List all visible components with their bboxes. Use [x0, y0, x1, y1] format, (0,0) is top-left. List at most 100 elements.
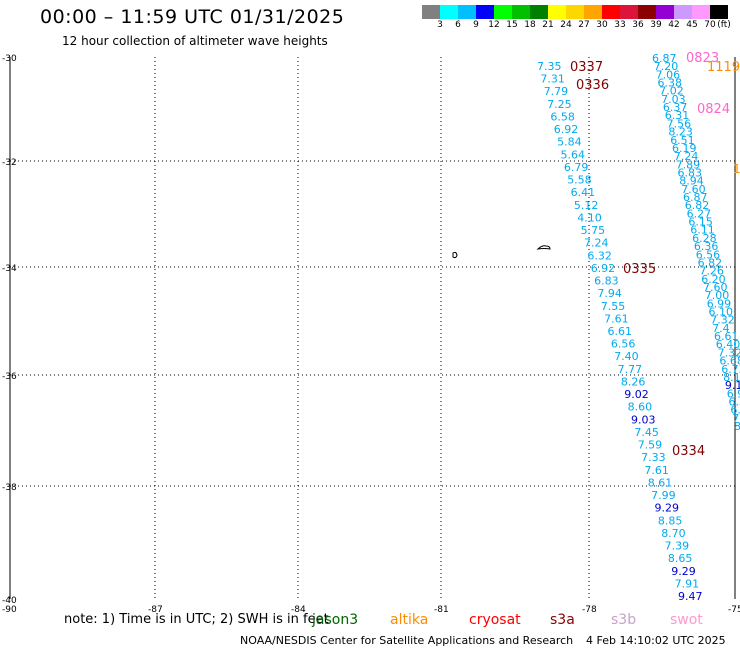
color-scale-labels: 3 6 9 12 15 18 21 24 27 30 33 36 39 42 45 70 (ft) [422, 20, 740, 34]
swh-value: 5.75 [581, 224, 606, 237]
lat-label: -40 [2, 596, 17, 606]
swh-value: 6.82 [685, 199, 710, 212]
scale-tick-label: 12 [488, 20, 500, 30]
scale-swatch [476, 5, 494, 19]
swh-value: 7.99 [651, 489, 676, 502]
swh-value: 8.85 [658, 514, 683, 527]
swh-value: 7.33 [641, 451, 666, 464]
swh-value: 7.40 [614, 350, 639, 363]
swh-value: 6.9 [727, 387, 740, 400]
scale-swatch [548, 5, 566, 19]
legend-s3a: s3a [550, 612, 575, 628]
swh-value: 6.28 [692, 232, 717, 245]
swh-value: 6.37 [663, 101, 688, 114]
swh-value: 6.92 [554, 123, 579, 136]
scale-tick-label: 36 [632, 20, 644, 30]
swh-value: 4.10 [577, 211, 602, 224]
scale-swatch [674, 5, 692, 19]
swh-value: 8.65 [668, 552, 693, 565]
swh-value: 6.56 [611, 338, 636, 351]
lat-label: -30 [2, 54, 17, 64]
swh-value: 6.79 [564, 161, 589, 174]
swh-value: 6.99 [707, 297, 732, 310]
swh-value: 6.41 [571, 186, 596, 199]
lat-label: -32 [2, 158, 17, 168]
swh-value: 6.82 [698, 256, 723, 269]
scale-swatch [494, 5, 512, 19]
lon-label: -81 [434, 605, 449, 615]
pass-time-label: 0824 [697, 102, 730, 117]
pass-time-label: 0823 [686, 51, 719, 66]
swh-value: 5.84 [557, 136, 582, 149]
scale-swatch [710, 5, 728, 19]
lon-label: -78 [582, 605, 597, 615]
swh-value: 9.29 [671, 565, 696, 578]
swh-value: 7.26 [699, 265, 724, 278]
timestamp: 4 Feb 14:10:02 UTC 2025 [586, 634, 726, 647]
swh-value: 8.60 [628, 401, 653, 414]
scale-tick-label: 18 [524, 20, 536, 30]
swh-value: 6. [730, 404, 740, 417]
scale-swatch [620, 5, 638, 19]
swh-value: 7.02 [659, 85, 684, 98]
pass-time-label: 0337 [570, 60, 603, 75]
swh-value: 9.02 [624, 388, 649, 401]
scale-swatch [440, 5, 458, 19]
swh-value: 6.11 [690, 224, 715, 237]
swh-value: 8.94 [679, 175, 704, 188]
swh-value: 7.79 [544, 85, 569, 98]
swh-value: 8 [734, 420, 740, 433]
lon-label: -90 [2, 605, 17, 615]
island-outline [536, 245, 551, 250]
swh-value: 7.45 [634, 426, 659, 439]
legend-s3b: s3b [611, 612, 637, 628]
swh-value: 8.61 [648, 476, 673, 489]
scale-tick-label: 15 [506, 20, 518, 30]
swh-value: 5.12 [574, 199, 599, 212]
swh-value: 7.35 [537, 60, 562, 73]
lon-label: -87 [148, 605, 163, 615]
swh-value: 6.20 [701, 273, 726, 286]
swh-value: 7.31 [540, 73, 565, 86]
lon-label: -84 [291, 605, 306, 615]
swh-value: 7.4 [712, 322, 730, 335]
swh-value: 6.3 [729, 396, 740, 409]
scale-swatch [530, 5, 548, 19]
swh-value: 7.24 [584, 237, 609, 250]
lat-label: -36 [2, 372, 17, 382]
scale-swatch [602, 5, 620, 19]
island-outline [452, 251, 458, 259]
swh-value: 7.56 [667, 117, 692, 130]
swh-value: 7.60 [703, 281, 728, 294]
scale-tick-label: 39 [650, 20, 662, 30]
swh-value: 6.61 [714, 330, 739, 343]
swh-value: 8.19 [723, 371, 740, 384]
swh-value: 7.39 [665, 540, 690, 553]
scale-swatch [584, 5, 602, 19]
swh-value: 6.56 [696, 248, 721, 261]
swh-value: 7.61 [604, 312, 629, 325]
map-title: 00:00 – 11:59 UTC 01/31/2025 [40, 6, 345, 28]
swh-value: 6.68 [719, 355, 740, 368]
swh-value: 7.20 [654, 60, 679, 73]
swh-value: 6.61 [608, 325, 633, 338]
scale-swatch [692, 5, 710, 19]
map-subtitle: 12 hour collection of altimeter wave hei… [62, 34, 328, 48]
edge-fragment: 1 [733, 162, 740, 176]
swh-value: 6.15 [688, 216, 713, 229]
scale-tick-label: 30 [596, 20, 608, 30]
swh-value: 7.89 [676, 158, 701, 171]
scale-swatch [656, 5, 674, 19]
lat-label: -34 [2, 264, 17, 274]
swh-value: 7.94 [597, 287, 622, 300]
swh-value: 6.87 [652, 52, 677, 65]
swh-value: 6.36 [694, 240, 719, 253]
scale-tick-label: 6 [455, 20, 461, 30]
scale-tick-label: (ft) [717, 20, 731, 30]
scale-swatch [638, 5, 656, 19]
lon-label: -75 [728, 605, 740, 615]
scale-tick-label: 27 [578, 20, 590, 30]
scale-tick-label: 33 [614, 20, 626, 30]
swh-value: 5.64 [561, 148, 586, 161]
